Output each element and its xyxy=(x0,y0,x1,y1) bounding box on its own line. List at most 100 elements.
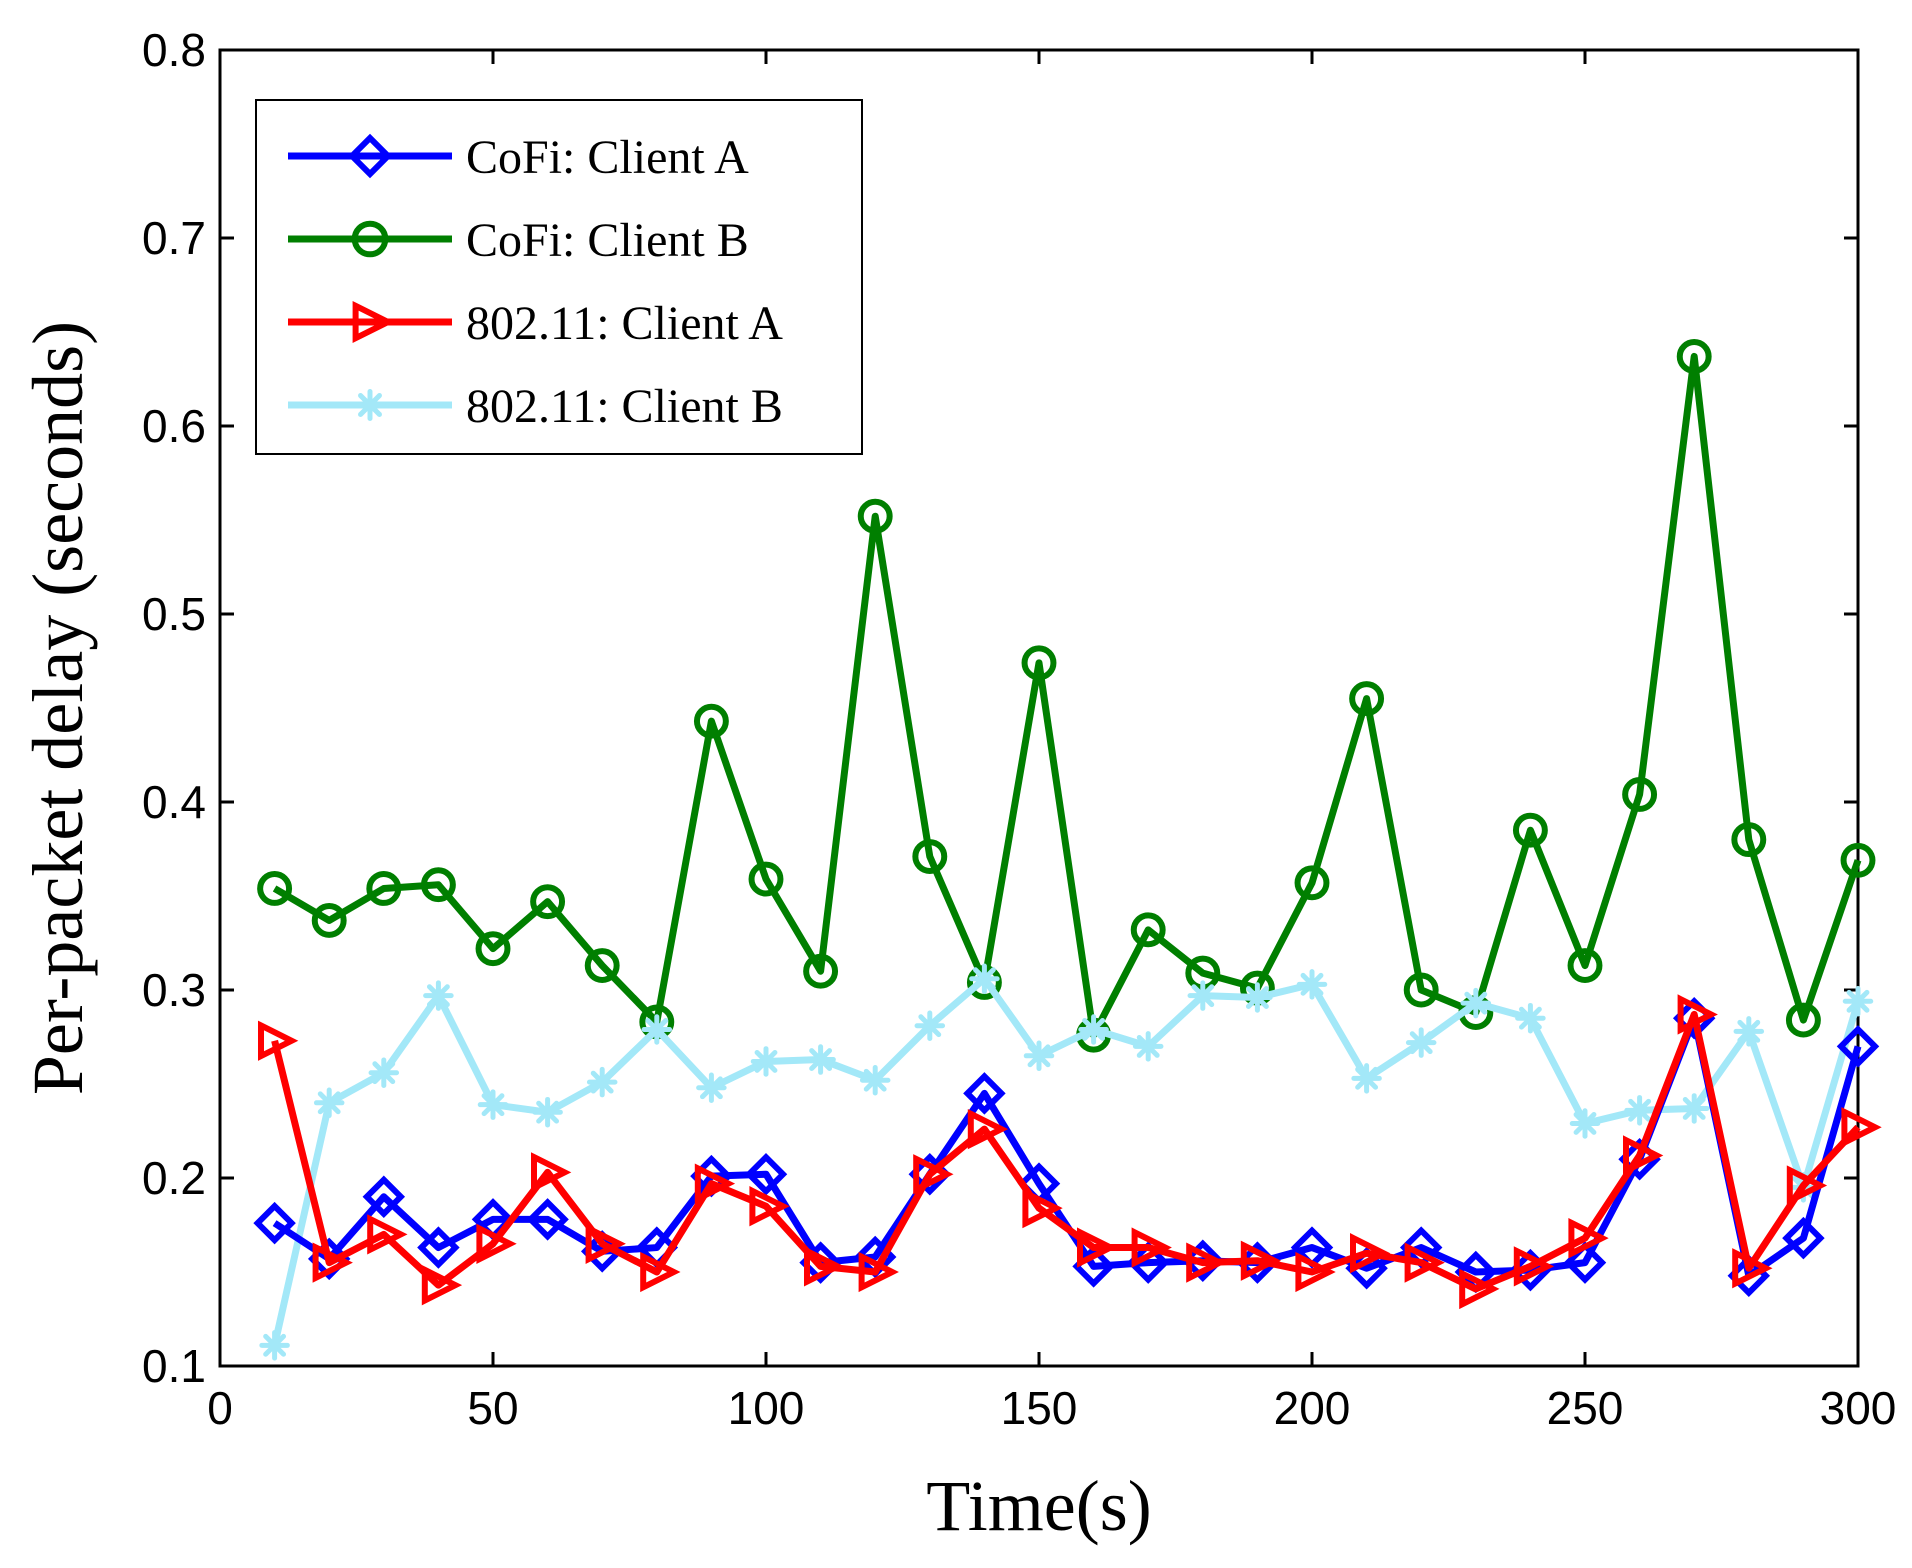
star-stroke xyxy=(1682,1097,1706,1120)
x-tick-label: 50 xyxy=(467,1382,518,1434)
data-point xyxy=(368,1057,400,1088)
legend-label: CoFi: Client B xyxy=(466,214,749,267)
data-point xyxy=(1294,865,1330,901)
data-point xyxy=(1782,1216,1825,1260)
data-point xyxy=(477,1089,509,1120)
data-point xyxy=(1078,1014,1109,1045)
data-point xyxy=(1569,1108,1601,1139)
data-point xyxy=(859,1064,891,1096)
data-point xyxy=(693,703,729,739)
star-stroke xyxy=(481,1093,505,1117)
star-stroke xyxy=(372,1061,396,1085)
data-point xyxy=(421,1265,463,1306)
data-point xyxy=(750,1046,782,1077)
y-tick-label: 0.1 xyxy=(142,1340,206,1392)
data-point xyxy=(1460,987,1492,1019)
star-stroke xyxy=(863,1068,887,1092)
data-point xyxy=(967,1108,1009,1150)
star-stroke xyxy=(809,1048,833,1071)
data-point xyxy=(366,871,402,906)
series-802-11-client-a xyxy=(258,994,1882,1310)
data-point xyxy=(423,980,454,1011)
star-stroke xyxy=(1027,1044,1051,1068)
data-point xyxy=(1459,1268,1500,1310)
data-point xyxy=(1732,1248,1773,1289)
star-stroke xyxy=(1300,972,1324,996)
data-point xyxy=(857,498,893,534)
star-stroke xyxy=(1355,1066,1379,1090)
legend-label: 802.11: Client B xyxy=(466,380,783,433)
y-tick-label: 0.2 xyxy=(142,1152,206,1204)
x-tick-label: 100 xyxy=(728,1382,805,1434)
legend-label: 802.11: Client A xyxy=(466,297,783,350)
data-point xyxy=(362,1175,406,1219)
data-point xyxy=(311,902,347,938)
data-point xyxy=(1512,812,1548,848)
data-point xyxy=(1296,969,1328,1000)
data-point xyxy=(804,1246,845,1287)
data-point xyxy=(1240,1240,1282,1281)
data-point xyxy=(526,1198,569,1241)
series-cofi-client-b xyxy=(257,338,1876,1053)
data-point xyxy=(1515,1002,1546,1034)
x-tick-label: 0 xyxy=(207,1382,233,1434)
data-point xyxy=(641,1014,673,1045)
legend-item: 802.11: Client A xyxy=(288,297,783,350)
y-tick-label: 0.8 xyxy=(142,24,206,76)
data-point xyxy=(969,963,1000,994)
star-stroke xyxy=(972,967,996,991)
data-point xyxy=(476,1223,517,1264)
data-point xyxy=(585,1223,626,1264)
star-stroke xyxy=(1136,1034,1160,1058)
x-tick-labels: 0 50 100 150 200 250 300 xyxy=(207,1382,1896,1434)
data-point xyxy=(1786,1165,1828,1206)
data-point xyxy=(1022,1187,1063,1229)
data-point xyxy=(531,1152,572,1193)
data-point xyxy=(584,948,620,984)
data-point xyxy=(1077,1227,1118,1268)
data-point xyxy=(1405,1027,1437,1058)
x-tick-label: 300 xyxy=(1820,1382,1897,1434)
data-point xyxy=(749,1186,790,1227)
data-point xyxy=(1676,338,1712,374)
data-point xyxy=(420,867,456,903)
data-point xyxy=(913,1154,954,1195)
data-point xyxy=(1836,1025,1880,1068)
star-stroke xyxy=(918,1014,942,1038)
data-point xyxy=(1351,1063,1382,1094)
data-point xyxy=(748,861,784,897)
data-point xyxy=(1841,1107,1882,1148)
data-point xyxy=(417,1226,460,1269)
data-point xyxy=(694,1163,736,1204)
data-point xyxy=(313,1087,345,1119)
data-point xyxy=(1186,1242,1227,1283)
x-axis-title: Time(s) xyxy=(926,1466,1151,1546)
data-point xyxy=(1349,681,1385,717)
data-point xyxy=(532,1096,563,1128)
star-stroke xyxy=(317,1091,341,1115)
data-point xyxy=(1624,1095,1655,1126)
data-point xyxy=(640,1251,681,1293)
star-stroke xyxy=(590,1070,614,1094)
data-point xyxy=(1842,986,1874,1017)
data-point xyxy=(1131,1227,1172,1268)
star-stroke xyxy=(358,393,382,417)
y-tick-label: 0.6 xyxy=(142,400,206,452)
data-point xyxy=(1404,1242,1445,1283)
series-layer xyxy=(253,338,1882,1361)
data-point xyxy=(1622,777,1658,812)
data-point xyxy=(347,133,393,179)
star-stroke xyxy=(1464,991,1488,1015)
legend: CoFi: Client A CoFi: Client B 802.11: Clie… xyxy=(255,99,863,455)
data-point xyxy=(805,1044,836,1075)
data-point xyxy=(912,839,948,874)
data-point xyxy=(367,1214,408,1255)
data-point xyxy=(803,953,839,989)
data-point xyxy=(1623,1135,1664,1176)
data-point xyxy=(586,1066,618,1098)
star-stroke xyxy=(263,1333,287,1357)
data-point xyxy=(963,1072,1006,1115)
data-point xyxy=(530,884,566,920)
y-tick-labels: 0.1 0.2 0.3 0.4 0.5 0.6 0.7 0.8 xyxy=(142,24,206,1392)
y-tick-label: 0.5 xyxy=(142,588,206,640)
